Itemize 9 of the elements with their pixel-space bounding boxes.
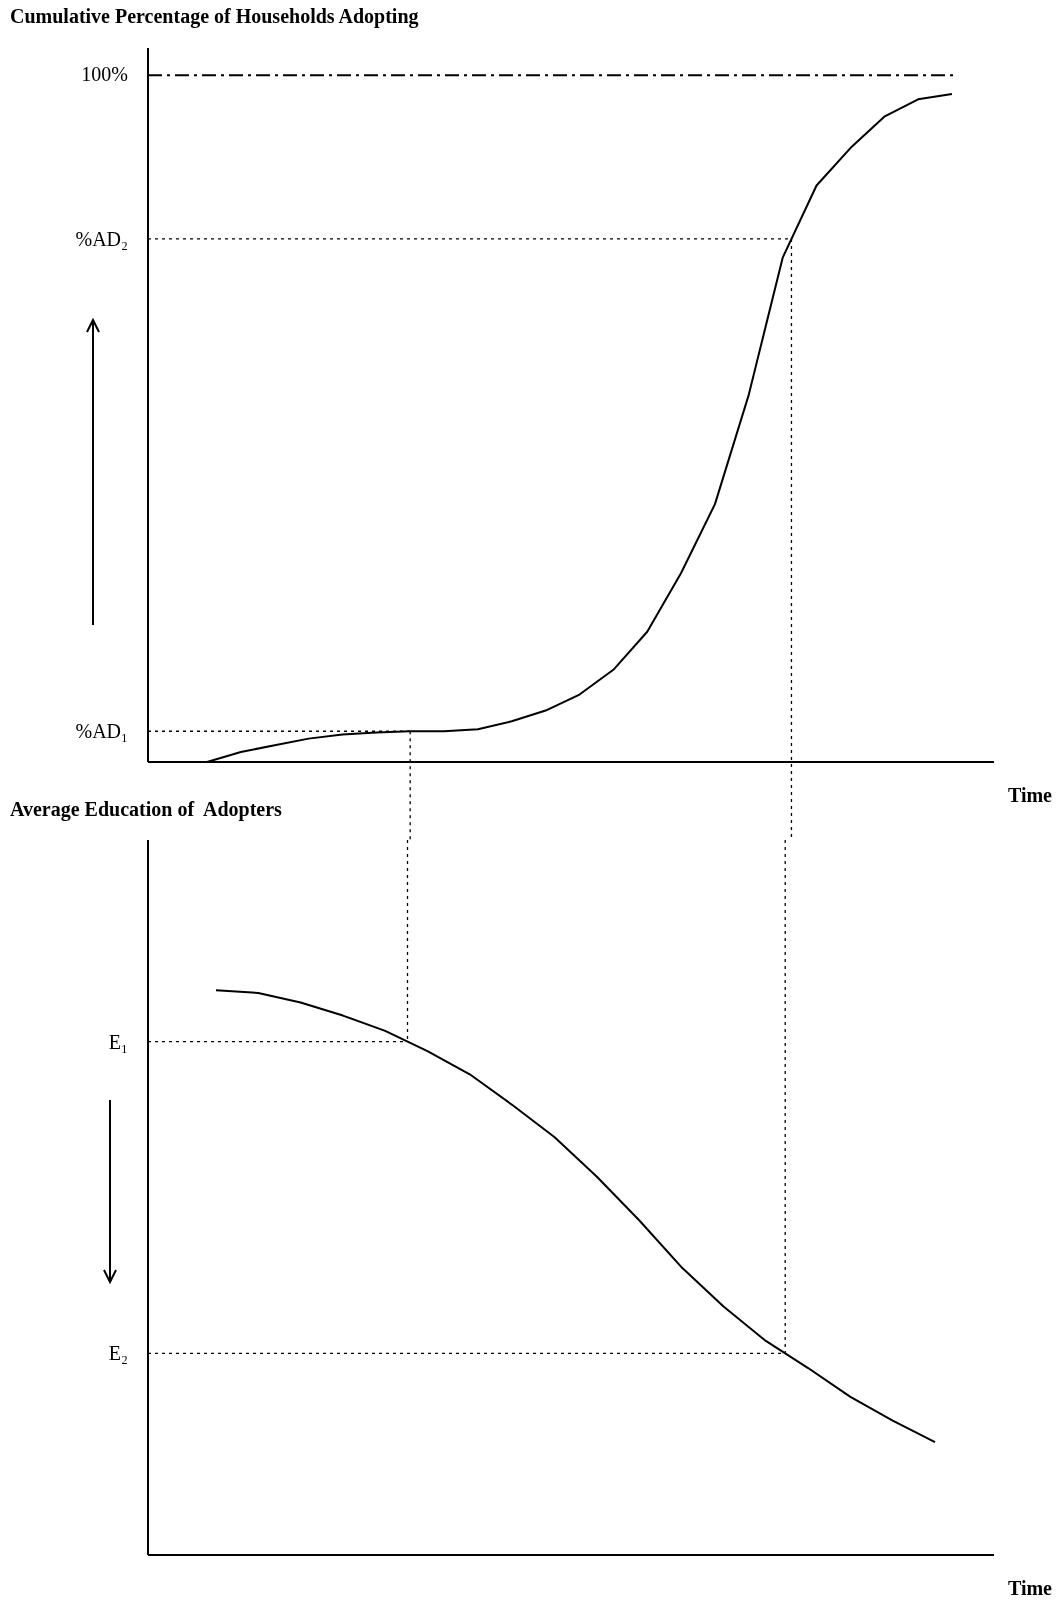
text: 100%	[81, 63, 128, 85]
chart-title: Average Education of Adopters	[10, 798, 283, 821]
ref-line-label: E₁	[108, 1030, 128, 1053]
chart-title: Cumulative Percentage of Households Adopting	[10, 5, 419, 28]
ref-line-label: %AD₂	[75, 227, 128, 250]
x-axis-title: Time	[1007, 1577, 1053, 1599]
x-axis-title: Time	[1007, 784, 1053, 806]
ref-line-label: E₂	[108, 1342, 128, 1365]
ref-line-label: %AD₁	[75, 720, 128, 743]
